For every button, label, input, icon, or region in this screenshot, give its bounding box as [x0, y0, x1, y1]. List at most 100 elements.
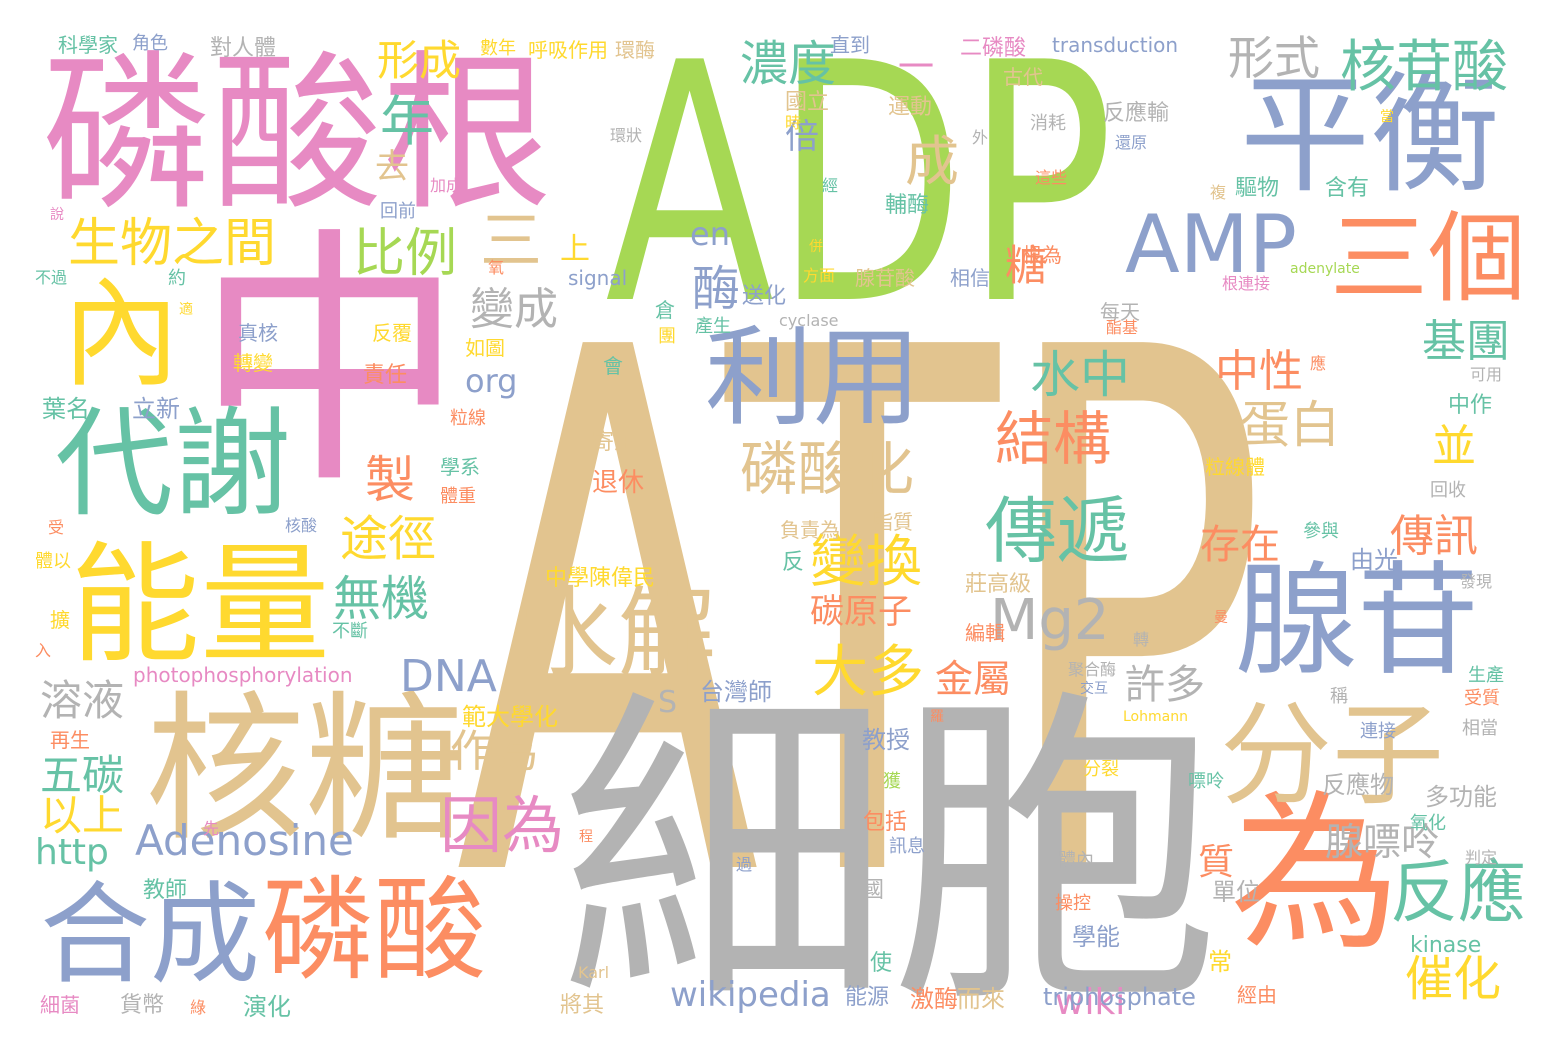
cloud-word-66: 質 [1198, 845, 1234, 881]
cloud-word-8: 能量 [70, 540, 330, 670]
cloud-word-196: 酯基 [1106, 320, 1138, 336]
cloud-word-183: 併 [809, 240, 823, 254]
cloud-word-90: 如圖 [465, 338, 505, 358]
cloud-word-154: 環酶 [615, 40, 655, 60]
cloud-word-38: 成 [905, 135, 959, 189]
cloud-word-122: 經由 [1237, 985, 1277, 1005]
cloud-word-adenylate: adenylate [1290, 262, 1360, 276]
cloud-word-36: 濃度 [740, 40, 836, 88]
cloud-word-triphosphate: triphosphate [1043, 985, 1196, 1009]
cloud-word-22: 反應 [1390, 860, 1526, 928]
cloud-word-cyclase: cyclase [779, 313, 839, 329]
cloud-word-32: 大多 [812, 645, 924, 701]
cloud-word-121: 常 [1208, 950, 1232, 974]
cloud-word-18: 三個 [1330, 210, 1526, 308]
cloud-word-146: 體以 [35, 553, 71, 571]
cloud-word-33: 比例 [353, 228, 457, 280]
cloud-word-166: 外 [972, 130, 988, 146]
cloud-word-195: 會 [603, 356, 623, 376]
cloud-word-177: 根為 [1022, 245, 1062, 265]
cloud-word-190: 倉 [655, 300, 675, 320]
cloud-word-34: 水中 [1030, 350, 1130, 400]
cloud-word-80: 莊高級 [965, 574, 1031, 596]
cloud-word-112: 聚合酶 [1068, 662, 1116, 678]
cloud-word-74: 學能 [1072, 925, 1120, 949]
cloud-word-96: 體重 [440, 488, 476, 506]
cloud-word-5: 磷酸根 [42, 50, 552, 220]
cloud-word-25: 年 [380, 95, 434, 149]
cloud-word-15: 內 [62, 275, 180, 393]
cloud-word-79: 中學陳偉民 [545, 568, 655, 590]
cloud-word-93: 退休 [592, 470, 644, 496]
cloud-word-kinase: kinase [1410, 935, 1481, 957]
cloud-word-191: 團 [658, 328, 676, 346]
cloud-word-170: 驅物 [1235, 178, 1279, 200]
cloud-word-140: 細菌 [40, 995, 80, 1015]
cloud-word-89: 真核 [238, 323, 278, 343]
cloud-word-29: 結構 [995, 410, 1111, 468]
cloud-word-148: 核酸 [285, 518, 317, 534]
cloud-word-31: 變換 [810, 535, 922, 591]
cloud-word-17: 水解 [520, 585, 716, 683]
cloud-word-84: 不斷 [332, 623, 368, 641]
cloud-word-41: 無機 [333, 575, 429, 623]
cloud-word-160: 運動 [888, 97, 932, 119]
cloud-word-113: 交互 [1080, 682, 1108, 696]
cloud-word-karl: Karl [578, 965, 609, 981]
cloud-word-136: 反 [782, 552, 804, 574]
cloud-word-transduction: transduction [1052, 35, 1178, 55]
cloud-word-180: 氧 [488, 260, 504, 276]
cloud-word-23: 因為 [440, 795, 564, 857]
cloud-word-dna: DNA [400, 655, 497, 699]
cloud-word-168: 這些 [1035, 170, 1067, 186]
cloud-word-43: 溶液 [40, 680, 124, 722]
cloud-word-189: 適 [179, 303, 193, 317]
cloud-word-159: 國立 [785, 92, 829, 114]
cloud-word-91: 葉名 [42, 397, 90, 421]
cloud-word-photophosphorylation: photophosphorylation [133, 665, 353, 685]
cloud-word-73: 單位 [1212, 880, 1260, 904]
cloud-word-137: 演化 [243, 995, 291, 1019]
cloud-word-46: 以上 [40, 795, 124, 837]
cloud-word-20: 傳遞 [985, 495, 1129, 567]
cloud-word-71: 多功能 [1425, 785, 1497, 809]
cloud-word-82: 脂質 [873, 512, 913, 532]
cloud-word-174: 說 [50, 208, 64, 222]
cloud-word-139: 貨幣 [120, 995, 164, 1017]
cloud-word-175: 回前 [380, 203, 416, 221]
cloud-word-98: 粒線體 [1205, 457, 1265, 477]
cloud-word-104: 發現 [1460, 574, 1492, 590]
cloud-word-130: 國 [862, 880, 884, 902]
cloud-word-81: 負責為 [780, 520, 840, 540]
cloud-word-149: 科學家 [58, 35, 118, 55]
cloud-word-http: http [35, 835, 109, 871]
cloud-word-106: 生產 [1468, 667, 1504, 685]
cloud-word-129: 使 [870, 953, 892, 975]
cloud-word-133: 獲 [883, 773, 901, 791]
cloud-word-192: 送化 [742, 286, 786, 308]
cloud-word-126: 能源 [845, 987, 889, 1009]
cloud-word-en: en [690, 218, 730, 250]
cloud-word-131: 包括 [863, 812, 907, 834]
cloud-word-57: 金屬 [935, 660, 1011, 698]
cloud-word-50: 催化 [1405, 955, 1501, 1003]
cloud-word-60: 變成 [470, 288, 558, 332]
cloud-word-78: 台灣師 [700, 680, 772, 704]
cloud-word-164: 時 [785, 115, 801, 131]
cloud-word-55: 蛋白 [1240, 400, 1340, 450]
cloud-word-amp: AMP [1125, 205, 1297, 285]
cloud-word-102: 應 [1310, 356, 1326, 372]
cloud-word-39: 製 [365, 455, 415, 505]
cloud-word-171: 含有 [1325, 178, 1369, 200]
cloud-word-135: 體內 [1058, 852, 1094, 870]
cloud-word-86: 反覆 [372, 323, 412, 343]
cloud-word-105: 曼 [1214, 611, 1228, 625]
cloud-word-178: 不過 [35, 270, 67, 286]
cloud-word-132: 訊息 [889, 838, 925, 856]
cloud-word-145: 入 [35, 643, 51, 659]
cloud-word-142: 先 [203, 821, 219, 837]
cloud-word-118: 判定 [1465, 850, 1497, 866]
cloud-word-173: 加成 [430, 178, 462, 194]
cloud-word-35: 形式 [1228, 35, 1320, 81]
cloud-word-103: 參與 [1303, 523, 1339, 541]
